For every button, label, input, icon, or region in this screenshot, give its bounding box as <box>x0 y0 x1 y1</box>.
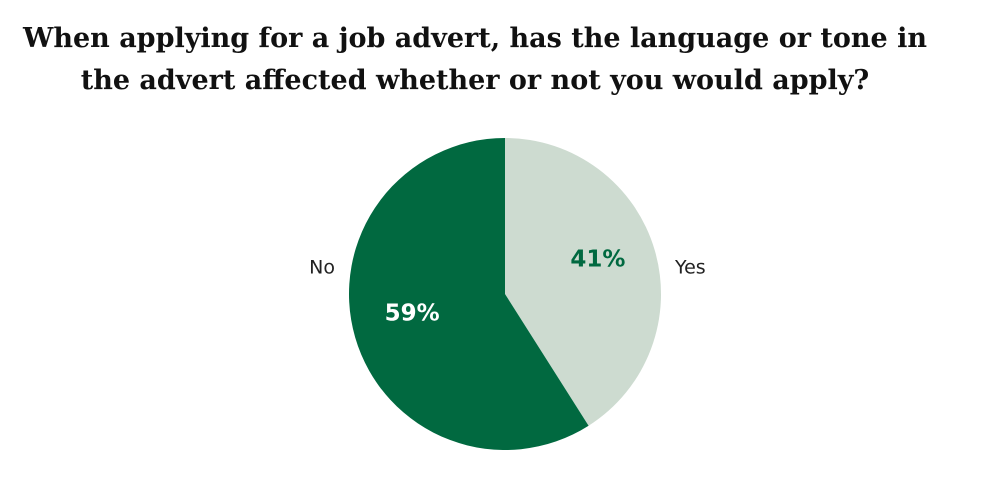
pie-slice-no <box>349 138 589 450</box>
pie-labels: 41% Yes 59% No <box>309 247 706 327</box>
pie-slice-yes <box>505 138 662 426</box>
chart-title: When applying for a job advert, has the … <box>23 23 927 96</box>
slice-value-label-yes: 41% <box>570 247 625 273</box>
pie-slices <box>349 138 662 450</box>
slice-category-label-yes: Yes <box>674 257 706 279</box>
slice-value-label-no: 59% <box>385 300 440 326</box>
slice-category-label-no: No <box>309 257 335 279</box>
